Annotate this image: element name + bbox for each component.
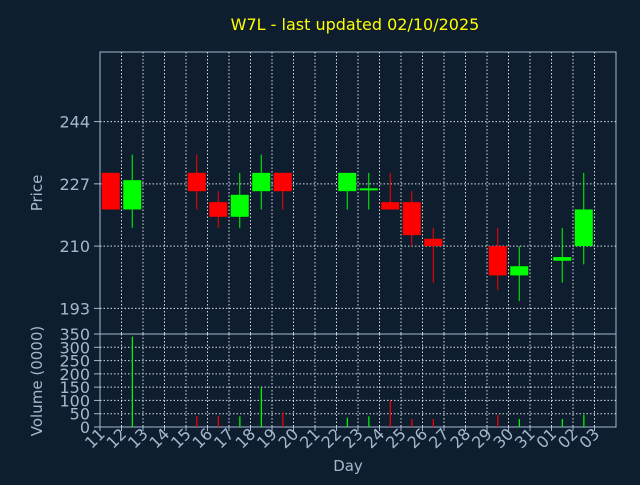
- volume-tick-label: 200: [59, 365, 90, 384]
- candle-body: [187, 172, 206, 192]
- candle-body: [273, 172, 292, 192]
- volume-bar-30: [518, 419, 520, 427]
- volume-tick-label: 50: [70, 405, 90, 424]
- candle-23: [359, 172, 378, 210]
- candle-24: [381, 172, 400, 210]
- volume-bars: [131, 336, 585, 427]
- candle-body: [574, 209, 593, 247]
- volume-bar-22: [346, 417, 348, 427]
- candle-18: [252, 154, 271, 210]
- volume-bar-12: [131, 336, 133, 427]
- volume-bar-29: [497, 415, 499, 427]
- candle-body: [488, 246, 507, 276]
- day-x-ticks: 1112131415161718192021222324252627282930…: [81, 424, 603, 452]
- candles: [101, 154, 593, 302]
- price-tick-label: 244: [59, 113, 90, 132]
- candle-01: [553, 227, 572, 283]
- day-axis-label: Day: [333, 457, 363, 475]
- volume-tick-label: 300: [59, 338, 90, 357]
- candle-16: [209, 191, 228, 228]
- volume-bar-01: [561, 419, 563, 427]
- price-tick-label: 227: [59, 175, 90, 194]
- candle-25: [402, 191, 421, 247]
- candle-19: [273, 172, 292, 210]
- candle-body: [510, 266, 529, 276]
- candle-11: [101, 172, 120, 210]
- volume-tick-label: 0: [80, 418, 90, 437]
- volume-bar-26: [432, 419, 434, 427]
- price-grid: [100, 52, 616, 334]
- price-y-ticks: 193 210 227 244: [59, 113, 100, 318]
- day-tick-label: 03: [575, 424, 603, 452]
- volume-tick-label: 250: [59, 352, 90, 371]
- candle-body: [338, 172, 357, 192]
- candle-15: [187, 154, 206, 210]
- candle-body: [101, 172, 120, 210]
- candle-body: [553, 257, 572, 261]
- volume-bar-23: [368, 416, 370, 427]
- volume-bar-19: [282, 412, 284, 427]
- candle-body: [209, 202, 228, 217]
- price-tick-label: 193: [59, 299, 90, 318]
- price-tick-label: 210: [59, 237, 90, 256]
- volume-axis-label: Volume (0000): [28, 326, 46, 436]
- candle-body: [123, 180, 142, 210]
- candle-body: [230, 194, 249, 217]
- candle-12: [123, 154, 142, 228]
- candle-body: [424, 238, 443, 247]
- candle-body: [359, 188, 378, 191]
- volume-bar-16: [217, 416, 219, 427]
- price-panel: 193 210 227 244 Price: [28, 51, 617, 335]
- volume-grid: [100, 334, 616, 427]
- volume-bar-02: [583, 415, 585, 427]
- chart-title: W7L - last updated 02/10/2025: [231, 15, 480, 34]
- candle-17: [230, 172, 249, 228]
- volume-tick-label: 350: [59, 325, 90, 344]
- candle-30: [510, 246, 529, 302]
- candle-body: [402, 202, 421, 236]
- candle-29: [488, 227, 507, 291]
- price-axis-label: Price: [28, 175, 46, 212]
- volume-bar-24: [389, 400, 391, 427]
- volume-bar-18: [260, 387, 262, 427]
- candle-22: [338, 172, 357, 210]
- volume-bar-15: [196, 416, 198, 427]
- candle-body: [252, 172, 271, 192]
- volume-bar-25: [411, 419, 413, 427]
- volume-bar-17: [239, 416, 241, 427]
- volume-tick-label: 150: [59, 378, 90, 397]
- volume-tick-label: 100: [59, 391, 90, 410]
- candle-26: [424, 227, 443, 283]
- candle-body: [381, 202, 400, 210]
- candle-02: [574, 172, 593, 265]
